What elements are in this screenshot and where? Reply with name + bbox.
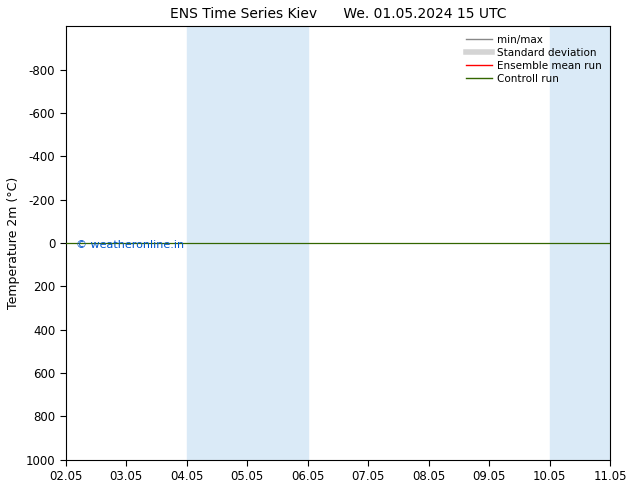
Title: ENS Time Series Kiev      We. 01.05.2024 15 UTC: ENS Time Series Kiev We. 01.05.2024 15 U… <box>170 7 506 21</box>
Bar <box>186 26 307 460</box>
Legend: min/max, Standard deviation, Ensemble mean run, Controll run: min/max, Standard deviation, Ensemble me… <box>463 31 605 87</box>
Bar <box>550 26 611 460</box>
Text: © weatheronline.in: © weatheronline.in <box>77 240 184 250</box>
Y-axis label: Temperature 2m (°C): Temperature 2m (°C) <box>7 177 20 309</box>
